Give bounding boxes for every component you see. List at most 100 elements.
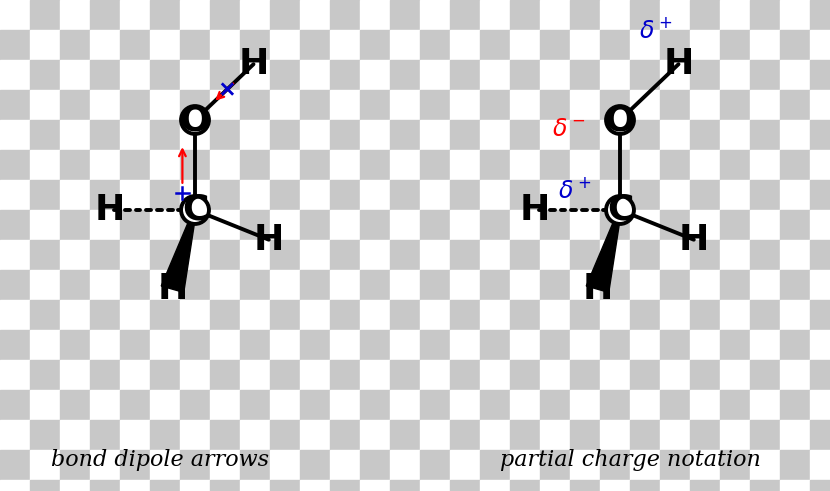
Bar: [90, 90, 120, 120]
Bar: [180, 300, 210, 330]
Bar: [420, 300, 450, 330]
Bar: [600, 0, 630, 30]
Bar: [390, 240, 420, 270]
Bar: [630, 300, 660, 330]
Bar: [720, 60, 750, 90]
Bar: [120, 330, 150, 360]
Bar: [420, 0, 450, 30]
Bar: [510, 390, 540, 420]
Bar: [120, 240, 150, 270]
Bar: [690, 270, 720, 300]
Bar: [0, 90, 30, 120]
Bar: [330, 90, 360, 120]
Bar: [510, 450, 540, 480]
Bar: [630, 360, 660, 390]
Bar: [60, 120, 90, 150]
Bar: [270, 330, 300, 360]
Bar: [540, 330, 570, 360]
Bar: [630, 390, 660, 420]
Bar: [90, 180, 120, 210]
Bar: [450, 0, 480, 30]
Bar: [810, 210, 830, 240]
Bar: [660, 150, 690, 180]
Bar: [750, 120, 780, 150]
Bar: [780, 390, 810, 420]
Bar: [180, 90, 210, 120]
Bar: [360, 390, 390, 420]
Bar: [630, 330, 660, 360]
Bar: [120, 120, 150, 150]
Bar: [510, 120, 540, 150]
Bar: [600, 240, 630, 270]
Bar: [510, 330, 540, 360]
Bar: [540, 300, 570, 330]
Bar: [540, 210, 570, 240]
Bar: [210, 180, 240, 210]
Bar: [60, 180, 90, 210]
Bar: [180, 360, 210, 390]
Bar: [630, 180, 660, 210]
Bar: [90, 0, 120, 30]
Text: H: H: [158, 272, 188, 306]
Bar: [360, 480, 390, 491]
Bar: [420, 450, 450, 480]
Bar: [420, 420, 450, 450]
Bar: [120, 150, 150, 180]
Bar: [570, 90, 600, 120]
Bar: [450, 270, 480, 300]
Bar: [390, 210, 420, 240]
Bar: [600, 330, 630, 360]
Bar: [300, 360, 330, 390]
Bar: [690, 120, 720, 150]
Bar: [30, 420, 60, 450]
Bar: [330, 360, 360, 390]
Bar: [510, 0, 540, 30]
Bar: [630, 210, 660, 240]
Bar: [690, 330, 720, 360]
Bar: [90, 30, 120, 60]
Bar: [450, 90, 480, 120]
Bar: [720, 240, 750, 270]
Bar: [180, 270, 210, 300]
Bar: [150, 120, 180, 150]
Bar: [450, 360, 480, 390]
Bar: [660, 390, 690, 420]
Circle shape: [606, 196, 634, 224]
Bar: [630, 150, 660, 180]
Bar: [540, 0, 570, 30]
Text: H: H: [95, 193, 124, 227]
Bar: [60, 210, 90, 240]
Bar: [570, 330, 600, 360]
Bar: [450, 240, 480, 270]
Bar: [450, 210, 480, 240]
Bar: [0, 330, 30, 360]
Bar: [360, 30, 390, 60]
Bar: [720, 210, 750, 240]
Bar: [330, 480, 360, 491]
Bar: [660, 60, 690, 90]
Text: H: H: [663, 47, 694, 81]
Bar: [210, 330, 240, 360]
Bar: [750, 60, 780, 90]
Bar: [270, 390, 300, 420]
Bar: [780, 150, 810, 180]
Text: $\delta^+$: $\delta^+$: [558, 178, 591, 203]
Bar: [720, 420, 750, 450]
Bar: [210, 90, 240, 120]
Bar: [390, 300, 420, 330]
Bar: [780, 180, 810, 210]
Bar: [390, 420, 420, 450]
Bar: [660, 210, 690, 240]
Text: $\delta^+$: $\delta^+$: [639, 18, 673, 43]
Bar: [690, 210, 720, 240]
Bar: [570, 240, 600, 270]
Bar: [360, 300, 390, 330]
Bar: [300, 90, 330, 120]
Bar: [240, 90, 270, 120]
Bar: [90, 240, 120, 270]
Bar: [540, 360, 570, 390]
Bar: [150, 480, 180, 491]
Bar: [330, 0, 360, 30]
Bar: [810, 390, 830, 420]
Bar: [810, 420, 830, 450]
